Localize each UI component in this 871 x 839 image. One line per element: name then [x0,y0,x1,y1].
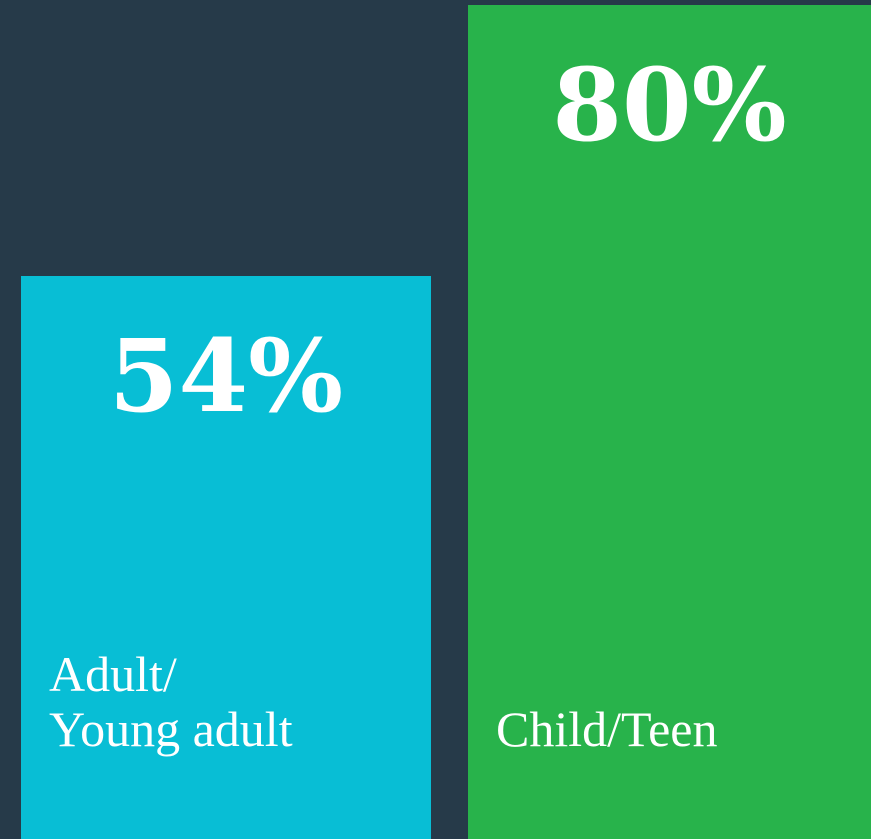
category-label: Child/Teen [496,701,718,757]
category-label: Adult/ Young adult [49,646,293,757]
bar: 80% Child/Teen [468,5,871,839]
value-label: 80% [552,46,787,165]
value-label: 54% [108,317,344,436]
bar: 54% Adult/ Young adult [21,276,431,839]
